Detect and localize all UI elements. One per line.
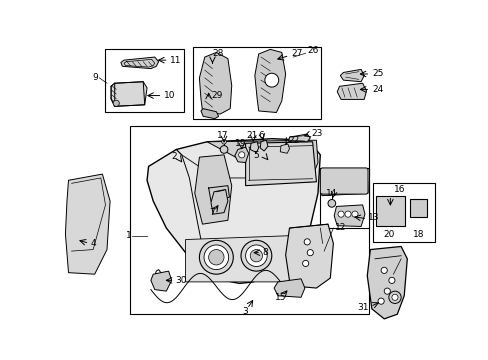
Polygon shape: [340, 69, 364, 82]
Polygon shape: [333, 205, 364, 226]
Circle shape: [344, 211, 350, 217]
Bar: [319, 168, 368, 228]
Polygon shape: [285, 224, 333, 288]
Text: 31: 31: [357, 303, 368, 312]
Text: 22: 22: [288, 136, 299, 145]
Polygon shape: [245, 142, 316, 186]
Polygon shape: [274, 279, 305, 297]
Text: 25: 25: [371, 69, 383, 78]
Polygon shape: [321, 169, 367, 195]
Polygon shape: [151, 271, 171, 291]
Polygon shape: [121, 57, 158, 69]
Circle shape: [391, 294, 397, 300]
Polygon shape: [337, 83, 366, 99]
Circle shape: [388, 277, 394, 283]
Polygon shape: [260, 140, 267, 151]
Circle shape: [245, 245, 266, 266]
Circle shape: [351, 211, 357, 217]
Text: 20: 20: [383, 230, 394, 239]
FancyBboxPatch shape: [375, 197, 404, 226]
Circle shape: [413, 203, 423, 213]
Text: 3: 3: [242, 307, 248, 316]
Text: 14: 14: [325, 189, 337, 198]
Text: 26: 26: [306, 46, 318, 55]
Text: 27: 27: [290, 49, 302, 58]
Bar: [193, 47, 321, 119]
Polygon shape: [254, 49, 285, 112]
Circle shape: [388, 291, 400, 303]
Text: 5: 5: [253, 151, 259, 160]
Polygon shape: [147, 139, 320, 283]
Circle shape: [327, 199, 335, 207]
Polygon shape: [194, 155, 231, 224]
Polygon shape: [280, 144, 289, 153]
Text: 8: 8: [262, 248, 268, 257]
Text: 23: 23: [311, 129, 323, 138]
Circle shape: [221, 139, 226, 144]
Text: 24: 24: [371, 85, 383, 94]
Circle shape: [250, 249, 262, 262]
Polygon shape: [234, 147, 248, 163]
Text: 19: 19: [235, 139, 246, 148]
Polygon shape: [185, 236, 291, 282]
Bar: [372, 183, 434, 242]
Text: 16: 16: [393, 185, 405, 194]
Polygon shape: [250, 142, 258, 153]
Circle shape: [238, 152, 244, 158]
Circle shape: [264, 73, 278, 87]
Text: 1: 1: [125, 231, 131, 240]
FancyBboxPatch shape: [409, 199, 427, 217]
Polygon shape: [65, 174, 110, 274]
Circle shape: [208, 249, 224, 265]
Polygon shape: [111, 82, 147, 106]
Bar: [130, 126, 368, 314]
Text: 10: 10: [163, 91, 175, 100]
Circle shape: [113, 100, 119, 106]
Text: 13: 13: [367, 213, 379, 222]
Text: 21: 21: [245, 131, 257, 140]
Circle shape: [377, 298, 384, 304]
Polygon shape: [207, 140, 317, 182]
Polygon shape: [288, 134, 310, 142]
Text: 28: 28: [212, 49, 224, 58]
Text: 12: 12: [334, 224, 346, 233]
Text: 2: 2: [171, 152, 177, 161]
Circle shape: [384, 205, 396, 217]
Text: 17: 17: [216, 131, 228, 140]
Polygon shape: [199, 53, 231, 114]
FancyBboxPatch shape: [320, 168, 367, 194]
Text: 7: 7: [208, 208, 214, 217]
Text: 30: 30: [175, 276, 186, 285]
Circle shape: [199, 240, 233, 274]
Text: 29: 29: [210, 91, 222, 100]
Text: 18: 18: [412, 230, 424, 239]
Polygon shape: [201, 109, 218, 119]
Circle shape: [337, 211, 344, 217]
Text: 15: 15: [275, 293, 286, 302]
Circle shape: [220, 145, 227, 153]
Text: 4: 4: [91, 239, 96, 248]
Polygon shape: [366, 247, 407, 319]
Circle shape: [380, 267, 386, 274]
Circle shape: [241, 240, 271, 271]
Bar: [104, 49, 183, 112]
Text: 9: 9: [92, 73, 98, 82]
Circle shape: [203, 245, 228, 270]
Circle shape: [306, 249, 313, 256]
Circle shape: [384, 288, 389, 294]
Circle shape: [302, 260, 308, 266]
Circle shape: [380, 202, 399, 220]
Text: 6: 6: [258, 131, 264, 140]
Text: 11: 11: [170, 56, 181, 65]
Circle shape: [304, 239, 310, 245]
Polygon shape: [210, 189, 227, 214]
